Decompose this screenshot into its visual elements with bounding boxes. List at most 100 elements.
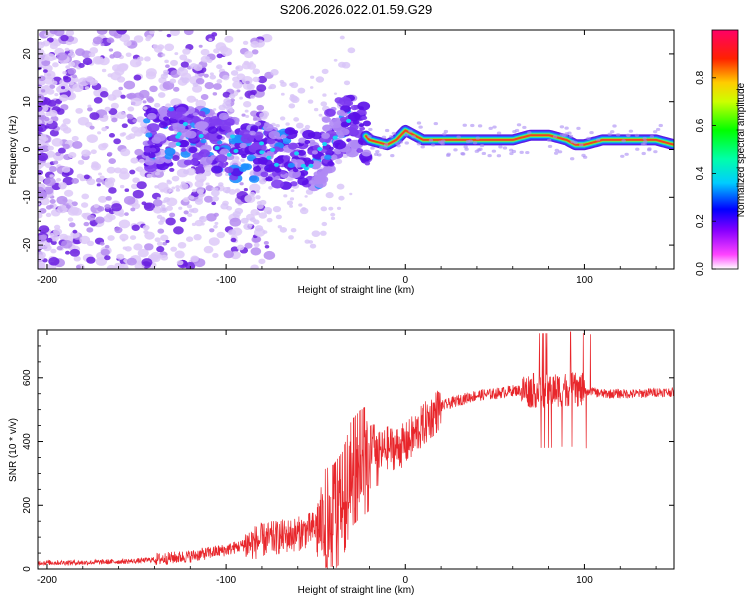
spectral-peak: [300, 163, 306, 168]
spectral-cell: [45, 205, 53, 210]
spectral-cell: [149, 30, 155, 35]
spectral-cell: [315, 174, 329, 184]
spectral-cell: [433, 121, 439, 126]
spectral-cell: [308, 240, 314, 244]
spectral-cell: [161, 109, 167, 114]
spectral-cell: [110, 71, 122, 81]
spectrogram-ylabel: Frequency (Hz): [8, 116, 19, 185]
spectral-cell: [211, 187, 216, 191]
spectral-cell: [475, 136, 480, 140]
spectral-cell: [104, 244, 110, 249]
spectral-cell: [304, 139, 311, 145]
spectral-cell: [180, 129, 192, 138]
spectral-cell: [250, 264, 259, 269]
spectral-cell: [106, 166, 116, 174]
spectral-cell: [194, 121, 208, 131]
spectral-cell: [337, 133, 345, 139]
spectral-cell: [177, 241, 187, 249]
spectral-cell: [160, 254, 169, 261]
spectral-cell: [285, 122, 290, 126]
spectral-cell: [240, 158, 245, 163]
spectral-cell: [49, 174, 55, 178]
spectral-cell: [107, 235, 115, 241]
spectral-cell: [205, 185, 214, 192]
spectral-cell: [44, 177, 56, 187]
spectral-cell: [581, 153, 586, 157]
spectral-cell: [42, 69, 48, 73]
spectral-cell: [45, 212, 52, 218]
spectral-cell: [81, 50, 92, 59]
spectral-cell: [126, 113, 133, 118]
spectral-cell: [198, 44, 203, 48]
spectral-cell: [391, 131, 397, 136]
spectral-cell: [75, 107, 83, 114]
spectral-cell: [250, 40, 260, 48]
spectral-cell: [197, 163, 204, 168]
spectral-cell: [53, 160, 59, 165]
spectral-cell: [108, 187, 117, 194]
spectral-cell: [96, 30, 108, 35]
x-tick-label: -100: [216, 275, 236, 286]
spectral-cell: [227, 61, 232, 66]
spectral-cell: [620, 154, 625, 158]
spectral-cell: [247, 62, 257, 70]
spectral-cell: [266, 150, 275, 157]
spectral-cell: [60, 86, 66, 90]
spectral-cell: [180, 181, 186, 185]
spectral-peak: [317, 147, 323, 152]
spectral-cell: [445, 153, 451, 158]
spectral-cell: [356, 148, 364, 153]
spectral-cell: [144, 56, 151, 62]
spectral-peak: [233, 148, 239, 153]
spectral-cell: [119, 132, 125, 137]
spectral-cell: [143, 202, 155, 212]
snr-panel: -200 -100 0 100 0 200 400 600 Height of straigh…: [8, 329, 675, 596]
spectral-cell: [154, 237, 161, 243]
spectral-cell: [420, 145, 425, 149]
spectral-cell: [215, 154, 228, 163]
spectral-cell: [192, 82, 199, 87]
spectral-cell: [279, 227, 288, 233]
spectral-cell: [54, 93, 59, 97]
spectral-cell: [303, 143, 309, 148]
spectral-cell: [275, 214, 282, 220]
spectral-cell: [101, 126, 108, 132]
spectral-cell: [194, 166, 206, 175]
spectral-cell: [347, 139, 361, 149]
x-tick-label: -100: [216, 575, 236, 586]
spectral-cell: [49, 165, 57, 173]
spectral-cell: [283, 194, 288, 198]
spectral-cell: [242, 78, 246, 82]
spectral-peak: [270, 147, 276, 152]
spectral-cell: [114, 262, 122, 269]
spectral-cell: [207, 126, 218, 134]
spectral-cell: [38, 169, 44, 176]
spectral-peak: [226, 152, 232, 157]
spectral-cell: [86, 178, 96, 186]
spectral-cell: [347, 47, 356, 54]
spectral-cell: [193, 234, 202, 241]
spectral-cell: [191, 207, 199, 214]
spectral-cell: [522, 125, 527, 130]
spectral-cell: [164, 153, 174, 160]
spectral-cell: [118, 219, 131, 229]
spectral-cell: [222, 101, 232, 109]
colorbar-label: Normalized spectral amplitude: [736, 82, 747, 217]
x-tick-label: 0: [402, 575, 408, 586]
spectral-cell: [175, 106, 187, 115]
spectral-cell: [362, 120, 372, 127]
spectral-cell: [211, 189, 220, 197]
spectral-cell: [258, 212, 268, 219]
spectral-cell: [442, 132, 447, 136]
spectral-cell: [297, 87, 306, 94]
spectral-cell: [404, 141, 409, 145]
spectral-cell: [205, 56, 210, 60]
spectral-cell: [95, 216, 105, 224]
spectral-cell: [251, 49, 259, 55]
spectral-cell: [652, 130, 658, 134]
x-tick-label: 100: [576, 575, 593, 586]
spectral-cell: [194, 74, 199, 77]
spectral-cell: [516, 123, 522, 127]
spectral-cell: [242, 101, 252, 108]
spectral-cell: [159, 206, 168, 213]
